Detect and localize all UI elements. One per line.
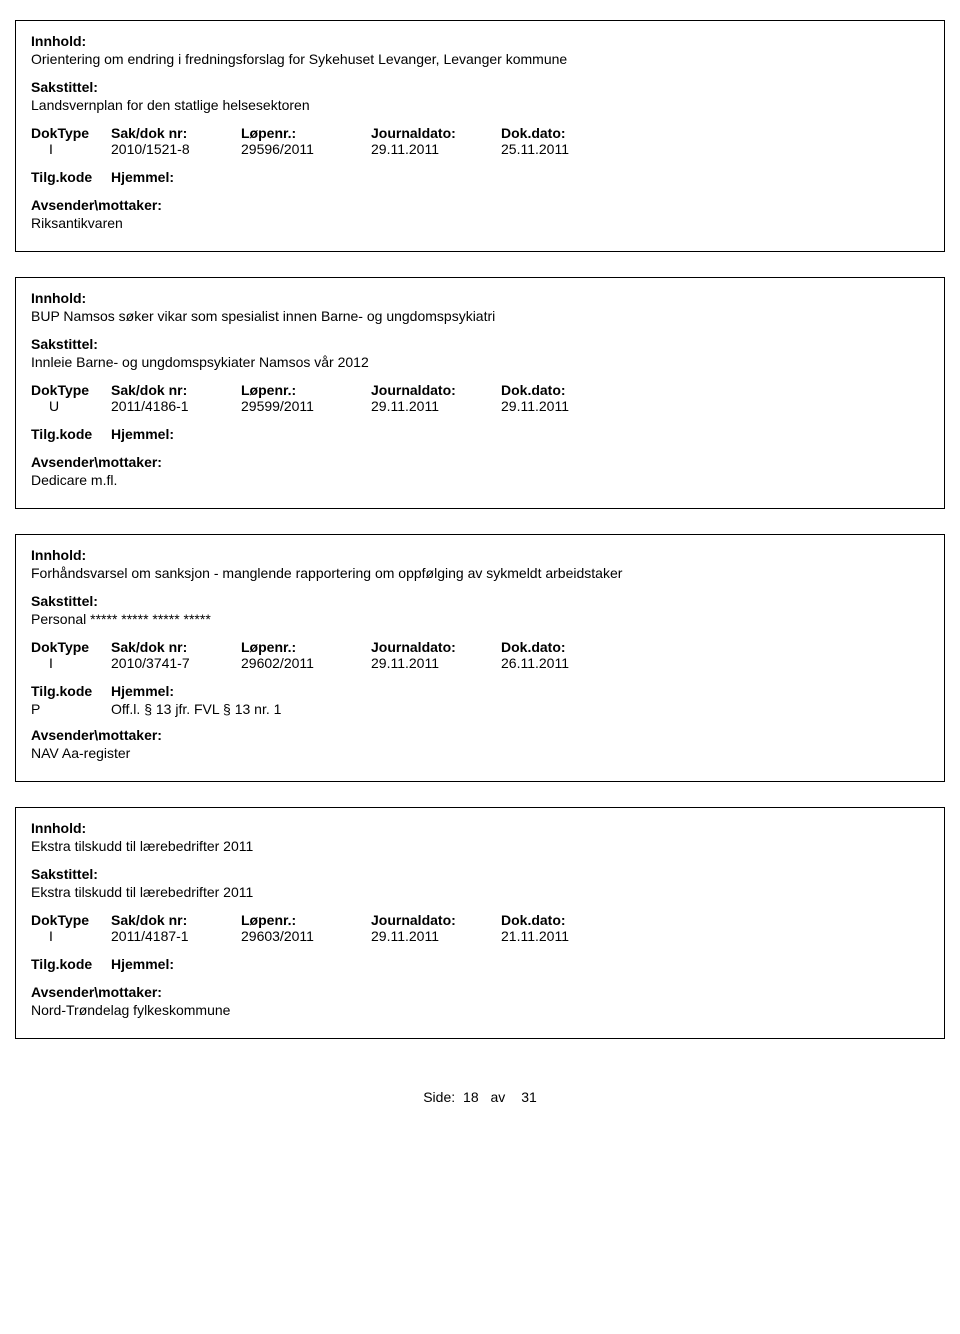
record: Innhold: Forhåndsvarsel om sanksjon - ma… bbox=[15, 534, 945, 782]
dokdato-header: Dok.dato: bbox=[501, 639, 631, 655]
lopenr-header: Løpenr.: bbox=[241, 639, 371, 655]
records-container: Innhold: Orientering om endring i fredni… bbox=[15, 20, 945, 1039]
avsender-label: Avsender\mottaker: bbox=[31, 727, 929, 743]
dokdato-value: 29.11.2011 bbox=[501, 398, 631, 414]
doktype-value: U bbox=[31, 398, 111, 414]
journaldato-value: 29.11.2011 bbox=[371, 928, 501, 944]
doktype-header: DokType bbox=[31, 125, 111, 141]
lopenr-value: 29596/2011 bbox=[241, 141, 371, 157]
dokdato-header: Dok.dato: bbox=[501, 382, 631, 398]
meta-data: I 2010/3741-7 29602/2011 29.11.2011 26.1… bbox=[31, 655, 929, 671]
tilgkode-header: Tilg.kode bbox=[31, 956, 111, 972]
lopenr-value: 29603/2011 bbox=[241, 928, 371, 944]
record: Innhold: Ekstra tilskudd til lærebedrift… bbox=[15, 807, 945, 1039]
record: Innhold: BUP Namsos søker vikar som spes… bbox=[15, 277, 945, 509]
saknr-header: Sak/dok nr: bbox=[111, 382, 241, 398]
journaldato-value: 29.11.2011 bbox=[371, 655, 501, 671]
journaldato-header: Journaldato: bbox=[371, 382, 501, 398]
footer-av: av bbox=[491, 1089, 506, 1105]
tilg-header: Tilg.kode Hjemmel: bbox=[31, 426, 929, 442]
tilgkode-header: Tilg.kode bbox=[31, 426, 111, 442]
innhold-value: BUP Namsos søker vikar som spesialist in… bbox=[31, 308, 929, 324]
sakstittel-value: Innleie Barne- og ungdomspsykiater Namso… bbox=[31, 354, 929, 370]
tilg-header: Tilg.kode Hjemmel: bbox=[31, 683, 929, 699]
sakstittel-value: Ekstra tilskudd til lærebedrifter 2011 bbox=[31, 884, 929, 900]
journaldato-value: 29.11.2011 bbox=[371, 398, 501, 414]
saknr-value: 2011/4187-1 bbox=[111, 928, 241, 944]
tilgkode-header: Tilg.kode bbox=[31, 169, 111, 185]
avsender-label: Avsender\mottaker: bbox=[31, 984, 929, 1000]
meta-data: U 2011/4186-1 29599/2011 29.11.2011 29.1… bbox=[31, 398, 929, 414]
avsender-value: NAV Aa-register bbox=[31, 745, 929, 761]
doktype-value: I bbox=[31, 928, 111, 944]
lopenr-header: Løpenr.: bbox=[241, 382, 371, 398]
saknr-header: Sak/dok nr: bbox=[111, 639, 241, 655]
lopenr-header: Løpenr.: bbox=[241, 125, 371, 141]
avsender-value: Riksantikvaren bbox=[31, 215, 929, 231]
sakstittel-label: Sakstittel: bbox=[31, 336, 929, 352]
innhold-label: Innhold: bbox=[31, 290, 929, 306]
tilg-header: Tilg.kode Hjemmel: bbox=[31, 169, 929, 185]
avsender-value: Nord-Trøndelag fylkeskommune bbox=[31, 1002, 929, 1018]
innhold-value: Orientering om endring i fredningsforsla… bbox=[31, 51, 929, 67]
innhold-label: Innhold: bbox=[31, 547, 929, 563]
journaldato-header: Journaldato: bbox=[371, 639, 501, 655]
meta-header: DokType Sak/dok nr: Løpenr.: Journaldato… bbox=[31, 912, 929, 928]
lopenr-value: 29602/2011 bbox=[241, 655, 371, 671]
hjemmel-header: Hjemmel: bbox=[111, 426, 174, 442]
dokdato-value: 26.11.2011 bbox=[501, 655, 631, 671]
hjemmel-header: Hjemmel: bbox=[111, 169, 174, 185]
meta-header: DokType Sak/dok nr: Løpenr.: Journaldato… bbox=[31, 125, 929, 141]
tilg-header: Tilg.kode Hjemmel: bbox=[31, 956, 929, 972]
innhold-label: Innhold: bbox=[31, 33, 929, 49]
innhold-value: Ekstra tilskudd til lærebedrifter 2011 bbox=[31, 838, 929, 854]
sakstittel-value: Personal ***** ***** ***** ***** bbox=[31, 611, 929, 627]
hjemmel-header: Hjemmel: bbox=[111, 683, 174, 699]
tilgkode-header: Tilg.kode bbox=[31, 683, 111, 699]
innhold-label: Innhold: bbox=[31, 820, 929, 836]
avsender-value: Dedicare m.fl. bbox=[31, 472, 929, 488]
hjemmel-header: Hjemmel: bbox=[111, 956, 174, 972]
doktype-value: I bbox=[31, 655, 111, 671]
footer-page: 18 bbox=[463, 1089, 479, 1105]
meta-data: I 2011/4187-1 29603/2011 29.11.2011 21.1… bbox=[31, 928, 929, 944]
innhold-value: Forhåndsvarsel om sanksjon - manglende r… bbox=[31, 565, 929, 581]
doktype-value: I bbox=[31, 141, 111, 157]
footer-label: Side: bbox=[423, 1089, 455, 1105]
journaldato-value: 29.11.2011 bbox=[371, 141, 501, 157]
lopenr-header: Løpenr.: bbox=[241, 912, 371, 928]
journaldato-header: Journaldato: bbox=[371, 912, 501, 928]
dokdato-header: Dok.dato: bbox=[501, 912, 631, 928]
hjemmel-value: Off.l. § 13 jfr. FVL § 13 nr. 1 bbox=[111, 701, 281, 717]
sakstittel-value: Landsvernplan for den statlige helsesekt… bbox=[31, 97, 929, 113]
meta-header: DokType Sak/dok nr: Løpenr.: Journaldato… bbox=[31, 382, 929, 398]
saknr-value: 2011/4186-1 bbox=[111, 398, 241, 414]
dokdato-value: 25.11.2011 bbox=[501, 141, 631, 157]
meta-header: DokType Sak/dok nr: Løpenr.: Journaldato… bbox=[31, 639, 929, 655]
doktype-header: DokType bbox=[31, 382, 111, 398]
avsender-label: Avsender\mottaker: bbox=[31, 454, 929, 470]
dokdato-value: 21.11.2011 bbox=[501, 928, 631, 944]
avsender-label: Avsender\mottaker: bbox=[31, 197, 929, 213]
lopenr-value: 29599/2011 bbox=[241, 398, 371, 414]
doktype-header: DokType bbox=[31, 639, 111, 655]
dokdato-header: Dok.dato: bbox=[501, 125, 631, 141]
hjemmel-row: P Off.l. § 13 jfr. FVL § 13 nr. 1 bbox=[31, 701, 929, 717]
saknr-header: Sak/dok nr: bbox=[111, 912, 241, 928]
saknr-value: 2010/1521-8 bbox=[111, 141, 241, 157]
record: Innhold: Orientering om endring i fredni… bbox=[15, 20, 945, 252]
meta-data: I 2010/1521-8 29596/2011 29.11.2011 25.1… bbox=[31, 141, 929, 157]
tilgkode-value: P bbox=[31, 701, 111, 717]
journaldato-header: Journaldato: bbox=[371, 125, 501, 141]
sakstittel-label: Sakstittel: bbox=[31, 866, 929, 882]
saknr-header: Sak/dok nr: bbox=[111, 125, 241, 141]
sakstittel-label: Sakstittel: bbox=[31, 79, 929, 95]
doktype-header: DokType bbox=[31, 912, 111, 928]
footer: Side: 18 av 31 bbox=[15, 1089, 945, 1105]
saknr-value: 2010/3741-7 bbox=[111, 655, 241, 671]
footer-total: 31 bbox=[521, 1089, 537, 1105]
sakstittel-label: Sakstittel: bbox=[31, 593, 929, 609]
